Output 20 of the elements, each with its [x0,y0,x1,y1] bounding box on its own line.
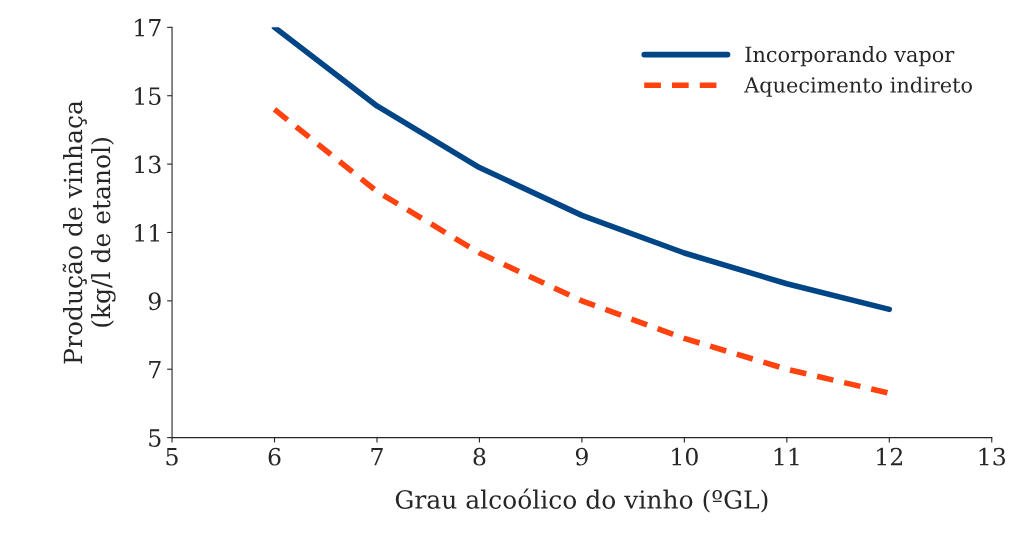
x-tick-label: 11 [774,447,799,466]
legend-label: Incorporando vapor [745,46,955,67]
x-tick-label: 9 [575,447,588,466]
y-tick-label: 17 [135,18,161,37]
x-tick-label: 10 [672,447,698,466]
x-tick-label: 6 [268,447,281,466]
x-tick-label: 8 [473,447,486,466]
y-axis-title: Produção de vinhaça (kg/l de etanol) [62,100,116,364]
y-tick-label: 11 [135,223,159,242]
legend-label: Aquecimento indireto [744,76,972,97]
y-tick-label: 13 [135,155,161,174]
y-tick-label: 5 [149,429,161,447]
y-tick-label: 9 [148,292,161,311]
x-axis-title: Grau alcoólico do vinho (ºGL) [395,488,768,513]
x-tick-label: 5 [166,448,178,466]
x-tick-label: 7 [371,448,383,466]
y-tick-label: 15 [135,87,161,106]
x-tick-label: 12 [877,447,902,466]
x-tick-label: 13 [979,447,1006,466]
y-tick-label: 7 [149,360,161,379]
